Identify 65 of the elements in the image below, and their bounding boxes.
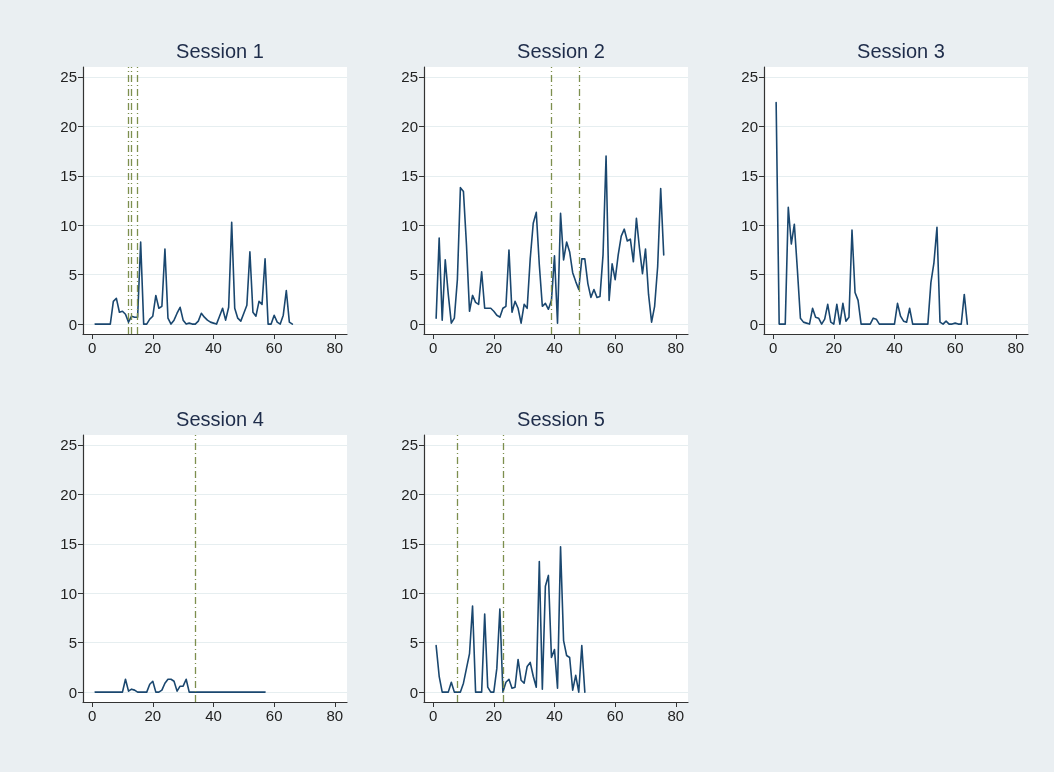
chart-title: Session 3: [857, 40, 945, 62]
y-tick-label: 5: [68, 634, 77, 652]
y-tick-label: 10: [60, 584, 77, 602]
chart-title: Session 2: [517, 40, 605, 62]
line-series: [775, 101, 969, 325]
chart-title: Session 5: [517, 408, 605, 430]
y-tick-label: 20: [401, 117, 418, 135]
y-tick-label: 5: [409, 266, 418, 284]
y-tick-label: 15: [401, 535, 418, 553]
x-tick-label: 20: [485, 339, 503, 356]
chart-title: Session 1: [176, 40, 264, 62]
line-series: [94, 678, 266, 693]
y-tick-label: 0: [68, 683, 77, 701]
chart-title: Session 4: [176, 408, 264, 430]
x-tick-label: 0: [428, 707, 438, 724]
y-tick-label: 20: [741, 117, 758, 135]
x-tick-label: 60: [946, 339, 964, 356]
x-tick-label: 20: [144, 339, 162, 356]
y-tick-label: 5: [749, 266, 758, 284]
y-tick-label: 25: [741, 68, 758, 86]
y-tick-label: 5: [409, 634, 418, 652]
x-tick-label: 20: [144, 707, 162, 724]
x-tick-label: 60: [265, 707, 283, 724]
y-tick-label: 0: [409, 315, 418, 333]
x-tick-label: 40: [205, 707, 222, 724]
x-tick-label: 40: [546, 339, 563, 356]
y-tick-label: 0: [68, 315, 77, 333]
x-tick-label: 0: [87, 707, 97, 724]
x-tick-label: 80: [1007, 339, 1025, 356]
y-tick-label: 0: [409, 683, 418, 701]
y-tick-label: 20: [401, 485, 418, 503]
x-tick-label: 0: [428, 339, 438, 356]
x-tick-label: 60: [606, 707, 624, 724]
x-tick-label: 80: [667, 707, 685, 724]
x-tick-label: 40: [546, 707, 563, 724]
y-tick-label: 10: [401, 584, 418, 602]
x-tick-label: 20: [825, 339, 843, 356]
y-tick-label: 15: [741, 167, 758, 185]
y-tick-label: 20: [60, 485, 77, 503]
x-tick-label: 60: [606, 339, 624, 356]
y-tick-label: 20: [60, 117, 77, 135]
y-tick-label: 10: [741, 216, 758, 234]
line-series: [435, 545, 586, 693]
line-series: [435, 155, 665, 324]
x-tick-label: 40: [886, 339, 903, 356]
x-tick-label: 60: [265, 339, 283, 356]
x-tick-label: 20: [485, 707, 503, 724]
y-tick-label: 10: [401, 216, 418, 234]
x-tick-label: 80: [667, 339, 685, 356]
y-tick-label: 15: [60, 535, 77, 553]
line-series: [94, 221, 294, 325]
y-tick-label: 25: [401, 436, 418, 454]
y-tick-label: 5: [68, 266, 77, 284]
y-tick-label: 25: [60, 436, 77, 454]
x-tick-label: 40: [205, 339, 222, 356]
x-tick-label: 0: [768, 339, 778, 356]
y-tick-label: 10: [60, 216, 77, 234]
y-tick-label: 25: [60, 68, 77, 86]
y-tick-label: 25: [401, 68, 418, 86]
x-tick-label: 0: [87, 339, 97, 356]
x-tick-label: 80: [326, 339, 344, 356]
y-tick-label: 15: [60, 167, 77, 185]
x-tick-label: 80: [326, 707, 344, 724]
y-tick-label: 15: [401, 167, 418, 185]
y-tick-label: 0: [749, 315, 758, 333]
